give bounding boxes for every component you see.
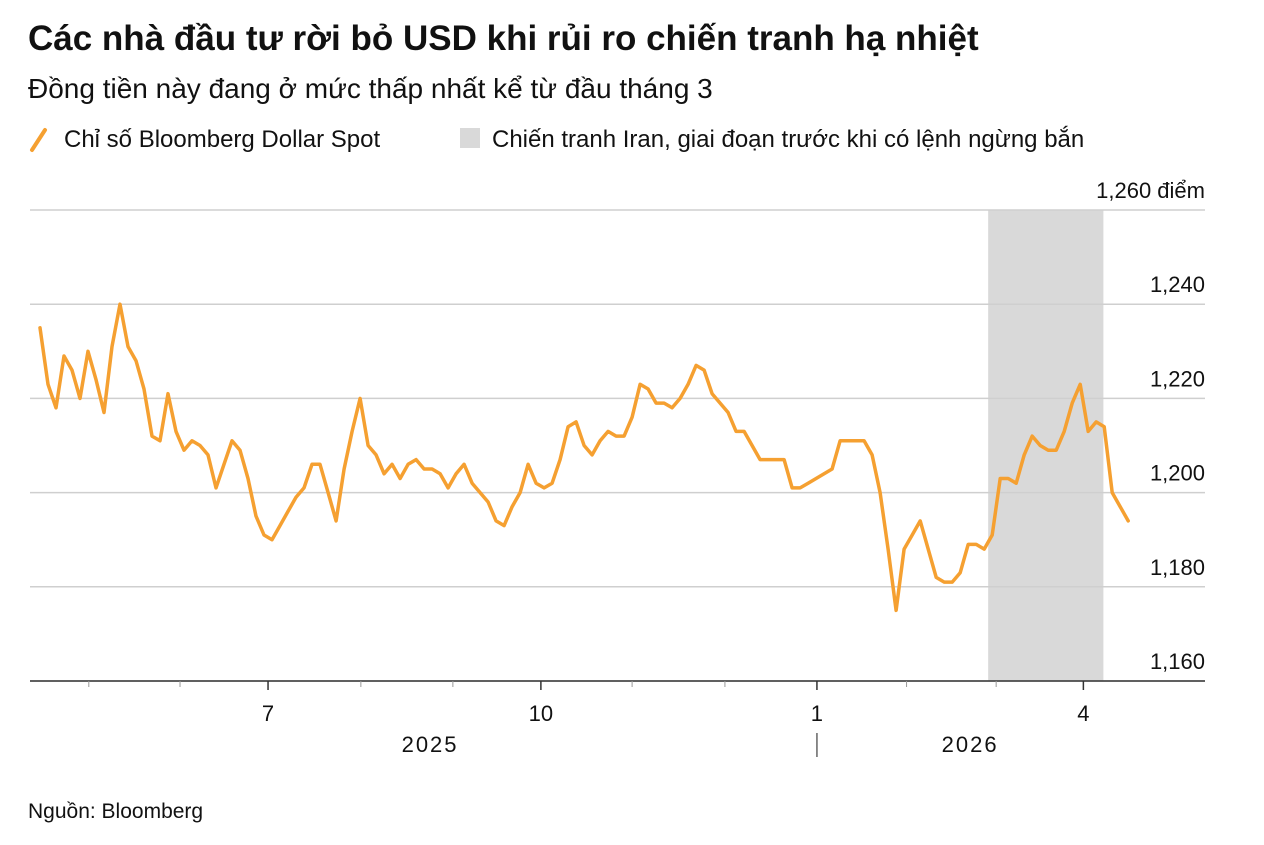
legend-label: Chỉ số Bloomberg Dollar Spot — [64, 126, 380, 153]
chart-subtitle: Đồng tiền này đang ở mức thấp nhất kể từ… — [28, 73, 713, 104]
legend-swatch — [30, 128, 47, 152]
x-tick-label: 1 — [811, 701, 823, 726]
chart-title: Các nhà đầu tư rời bỏ USD khi rủi ro chi… — [28, 19, 979, 58]
x-tick-label: 7 — [262, 701, 274, 726]
y-tick-label: 1,200 — [1150, 461, 1205, 486]
x-tick-label: 4 — [1077, 701, 1089, 726]
y-tick-label: 1,180 — [1150, 555, 1205, 580]
data-line — [38, 302, 1130, 613]
legend-label: Chiến tranh Iran, giai đoạn trước khi có… — [492, 126, 1084, 153]
y-tick-label: 1,220 — [1150, 366, 1205, 391]
year-label: 2025 — [402, 732, 459, 757]
y-tick-label: 1,240 — [1150, 272, 1205, 297]
y-tick-label: 1,160 — [1150, 649, 1205, 674]
y-tick-label: 1,260 điểm — [1096, 178, 1205, 203]
year-label: 2026 — [942, 732, 999, 757]
x-tick-label: 10 — [529, 701, 553, 726]
shade-region — [988, 210, 1104, 681]
legend-swatch — [460, 128, 480, 148]
source: Nguồn: Bloomberg — [28, 800, 203, 823]
